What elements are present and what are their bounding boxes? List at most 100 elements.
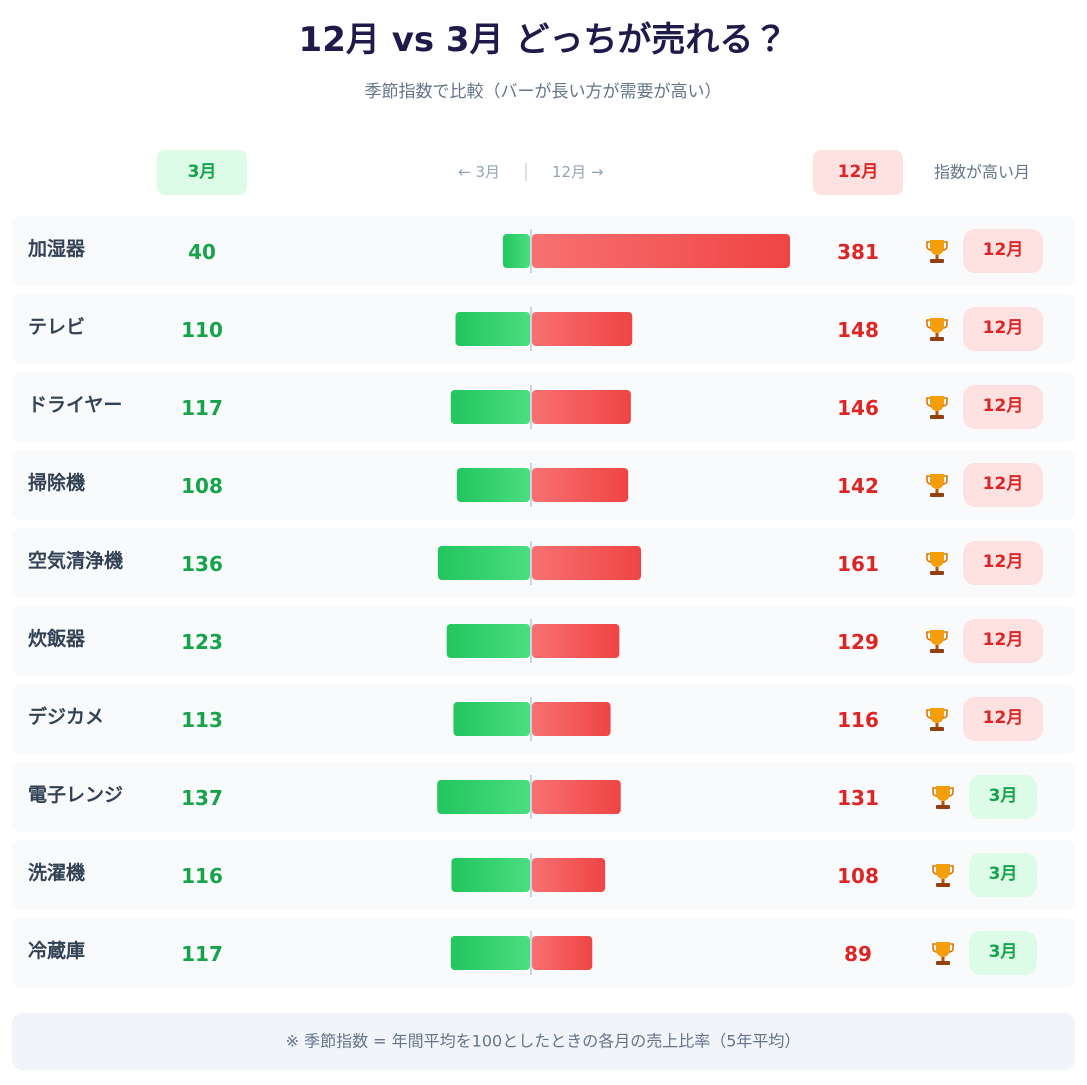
trophy-cup bbox=[930, 552, 944, 567]
category-label: 空気清浄機 bbox=[28, 549, 123, 572]
series-header: 3月 bbox=[188, 162, 217, 182]
trophy-icon bbox=[932, 942, 954, 965]
trophy-handles bbox=[926, 397, 948, 407]
category-label: デジカメ bbox=[28, 705, 104, 728]
trophy-cup bbox=[936, 864, 950, 879]
category-label: 掃除機 bbox=[28, 471, 85, 494]
bar bbox=[455, 312, 530, 346]
value-label: 136 bbox=[181, 552, 223, 576]
trophy-icon bbox=[926, 708, 948, 731]
trophy-stem bbox=[935, 567, 939, 571]
value-label: 117 bbox=[181, 396, 223, 420]
bar bbox=[532, 468, 629, 502]
category-label: 加湿器 bbox=[27, 238, 86, 260]
trophy-icon bbox=[926, 240, 948, 263]
trophy-base bbox=[936, 883, 950, 887]
trophy-stem bbox=[935, 411, 939, 415]
bar bbox=[532, 780, 621, 814]
trophy-stem bbox=[935, 489, 939, 493]
trophy-stem bbox=[935, 723, 939, 727]
value-label: 117 bbox=[181, 942, 223, 966]
trophy-cup bbox=[936, 942, 950, 957]
value-label: 116 bbox=[837, 708, 879, 732]
trophy-handles bbox=[926, 709, 948, 719]
value-label: 131 bbox=[837, 786, 879, 810]
value-label: 108 bbox=[181, 474, 223, 498]
winner-label: 12月 bbox=[983, 318, 1024, 338]
winner-pill bbox=[963, 229, 1043, 273]
value-label: 108 bbox=[837, 864, 879, 888]
bar bbox=[437, 780, 530, 814]
winner-pill bbox=[963, 619, 1043, 663]
trophy-base bbox=[930, 727, 944, 731]
winner-pill bbox=[963, 541, 1043, 585]
trophy-handles bbox=[926, 241, 948, 251]
trophy-icon bbox=[932, 786, 954, 809]
trophy-cup bbox=[930, 396, 944, 411]
bar bbox=[437, 546, 530, 580]
bar bbox=[532, 624, 620, 658]
winner-pill bbox=[963, 697, 1043, 741]
winner-label: 12月 bbox=[983, 708, 1024, 728]
trophy-handles bbox=[932, 943, 954, 953]
value-label: 161 bbox=[837, 552, 879, 576]
trophy-stem bbox=[941, 957, 945, 961]
trophy-cup bbox=[930, 318, 944, 333]
category-label: 炊飯器 bbox=[28, 627, 86, 650]
trophy-icon bbox=[926, 474, 948, 497]
note: ※ 季節指数 = 年間平均を100としたときの各月の売上比率（5年平均） bbox=[286, 1032, 801, 1051]
category-label: 冷蔵庫 bbox=[28, 939, 85, 962]
trophy-cup bbox=[930, 630, 944, 645]
trophy-handles bbox=[926, 553, 948, 563]
trophy-base bbox=[936, 805, 950, 809]
bar bbox=[450, 390, 530, 424]
trophy-cup bbox=[930, 708, 944, 723]
winner-pill bbox=[963, 385, 1043, 429]
bar bbox=[451, 858, 530, 892]
trophy-base bbox=[930, 415, 944, 419]
trophy-handles bbox=[932, 865, 954, 875]
trophy-icon bbox=[932, 864, 954, 887]
bar bbox=[532, 546, 642, 580]
direction-label: 12月 → bbox=[552, 163, 603, 181]
winner-pill bbox=[963, 463, 1043, 507]
trophy-stem bbox=[941, 801, 945, 805]
bar bbox=[532, 312, 633, 346]
winner-label: 3月 bbox=[989, 864, 1018, 884]
trophy-cup bbox=[930, 240, 944, 255]
trophy-base bbox=[930, 649, 944, 653]
bar bbox=[532, 390, 631, 424]
bar bbox=[532, 234, 790, 268]
value-label: 137 bbox=[181, 786, 223, 810]
trophy-handles bbox=[926, 631, 948, 641]
trophy-handles bbox=[926, 475, 948, 485]
winner-pill bbox=[963, 307, 1043, 351]
winner-label: 12月 bbox=[983, 630, 1024, 650]
chart-subtitle: 季節指数で比較（バーが長い方が需要が高い） bbox=[365, 82, 722, 102]
header-pill bbox=[813, 150, 903, 195]
trophy-base bbox=[930, 493, 944, 497]
bar bbox=[446, 624, 530, 658]
winner-pill bbox=[969, 853, 1037, 897]
value-label: 129 bbox=[837, 630, 879, 654]
winner-label: 12月 bbox=[983, 240, 1024, 260]
trophy-stem bbox=[935, 255, 939, 259]
winner-pill bbox=[969, 775, 1037, 819]
value-label: 148 bbox=[837, 318, 879, 342]
trophy-base bbox=[930, 259, 944, 263]
header-pill bbox=[157, 150, 247, 195]
trophy-handles bbox=[926, 319, 948, 329]
winner-label: 3月 bbox=[989, 942, 1018, 962]
category-label: 洗濯機 bbox=[28, 861, 85, 884]
chart-title: 12月 vs 3月 どっちが売れる？ bbox=[299, 20, 788, 60]
trophy-icon bbox=[926, 318, 948, 341]
trophy-base bbox=[936, 961, 950, 965]
bar bbox=[450, 936, 530, 970]
value-label: 116 bbox=[181, 864, 223, 888]
value-label: 110 bbox=[181, 318, 223, 342]
value-label: 142 bbox=[837, 474, 879, 498]
category-label: 電子レンジ bbox=[28, 784, 123, 806]
value-label: 40 bbox=[188, 240, 216, 264]
